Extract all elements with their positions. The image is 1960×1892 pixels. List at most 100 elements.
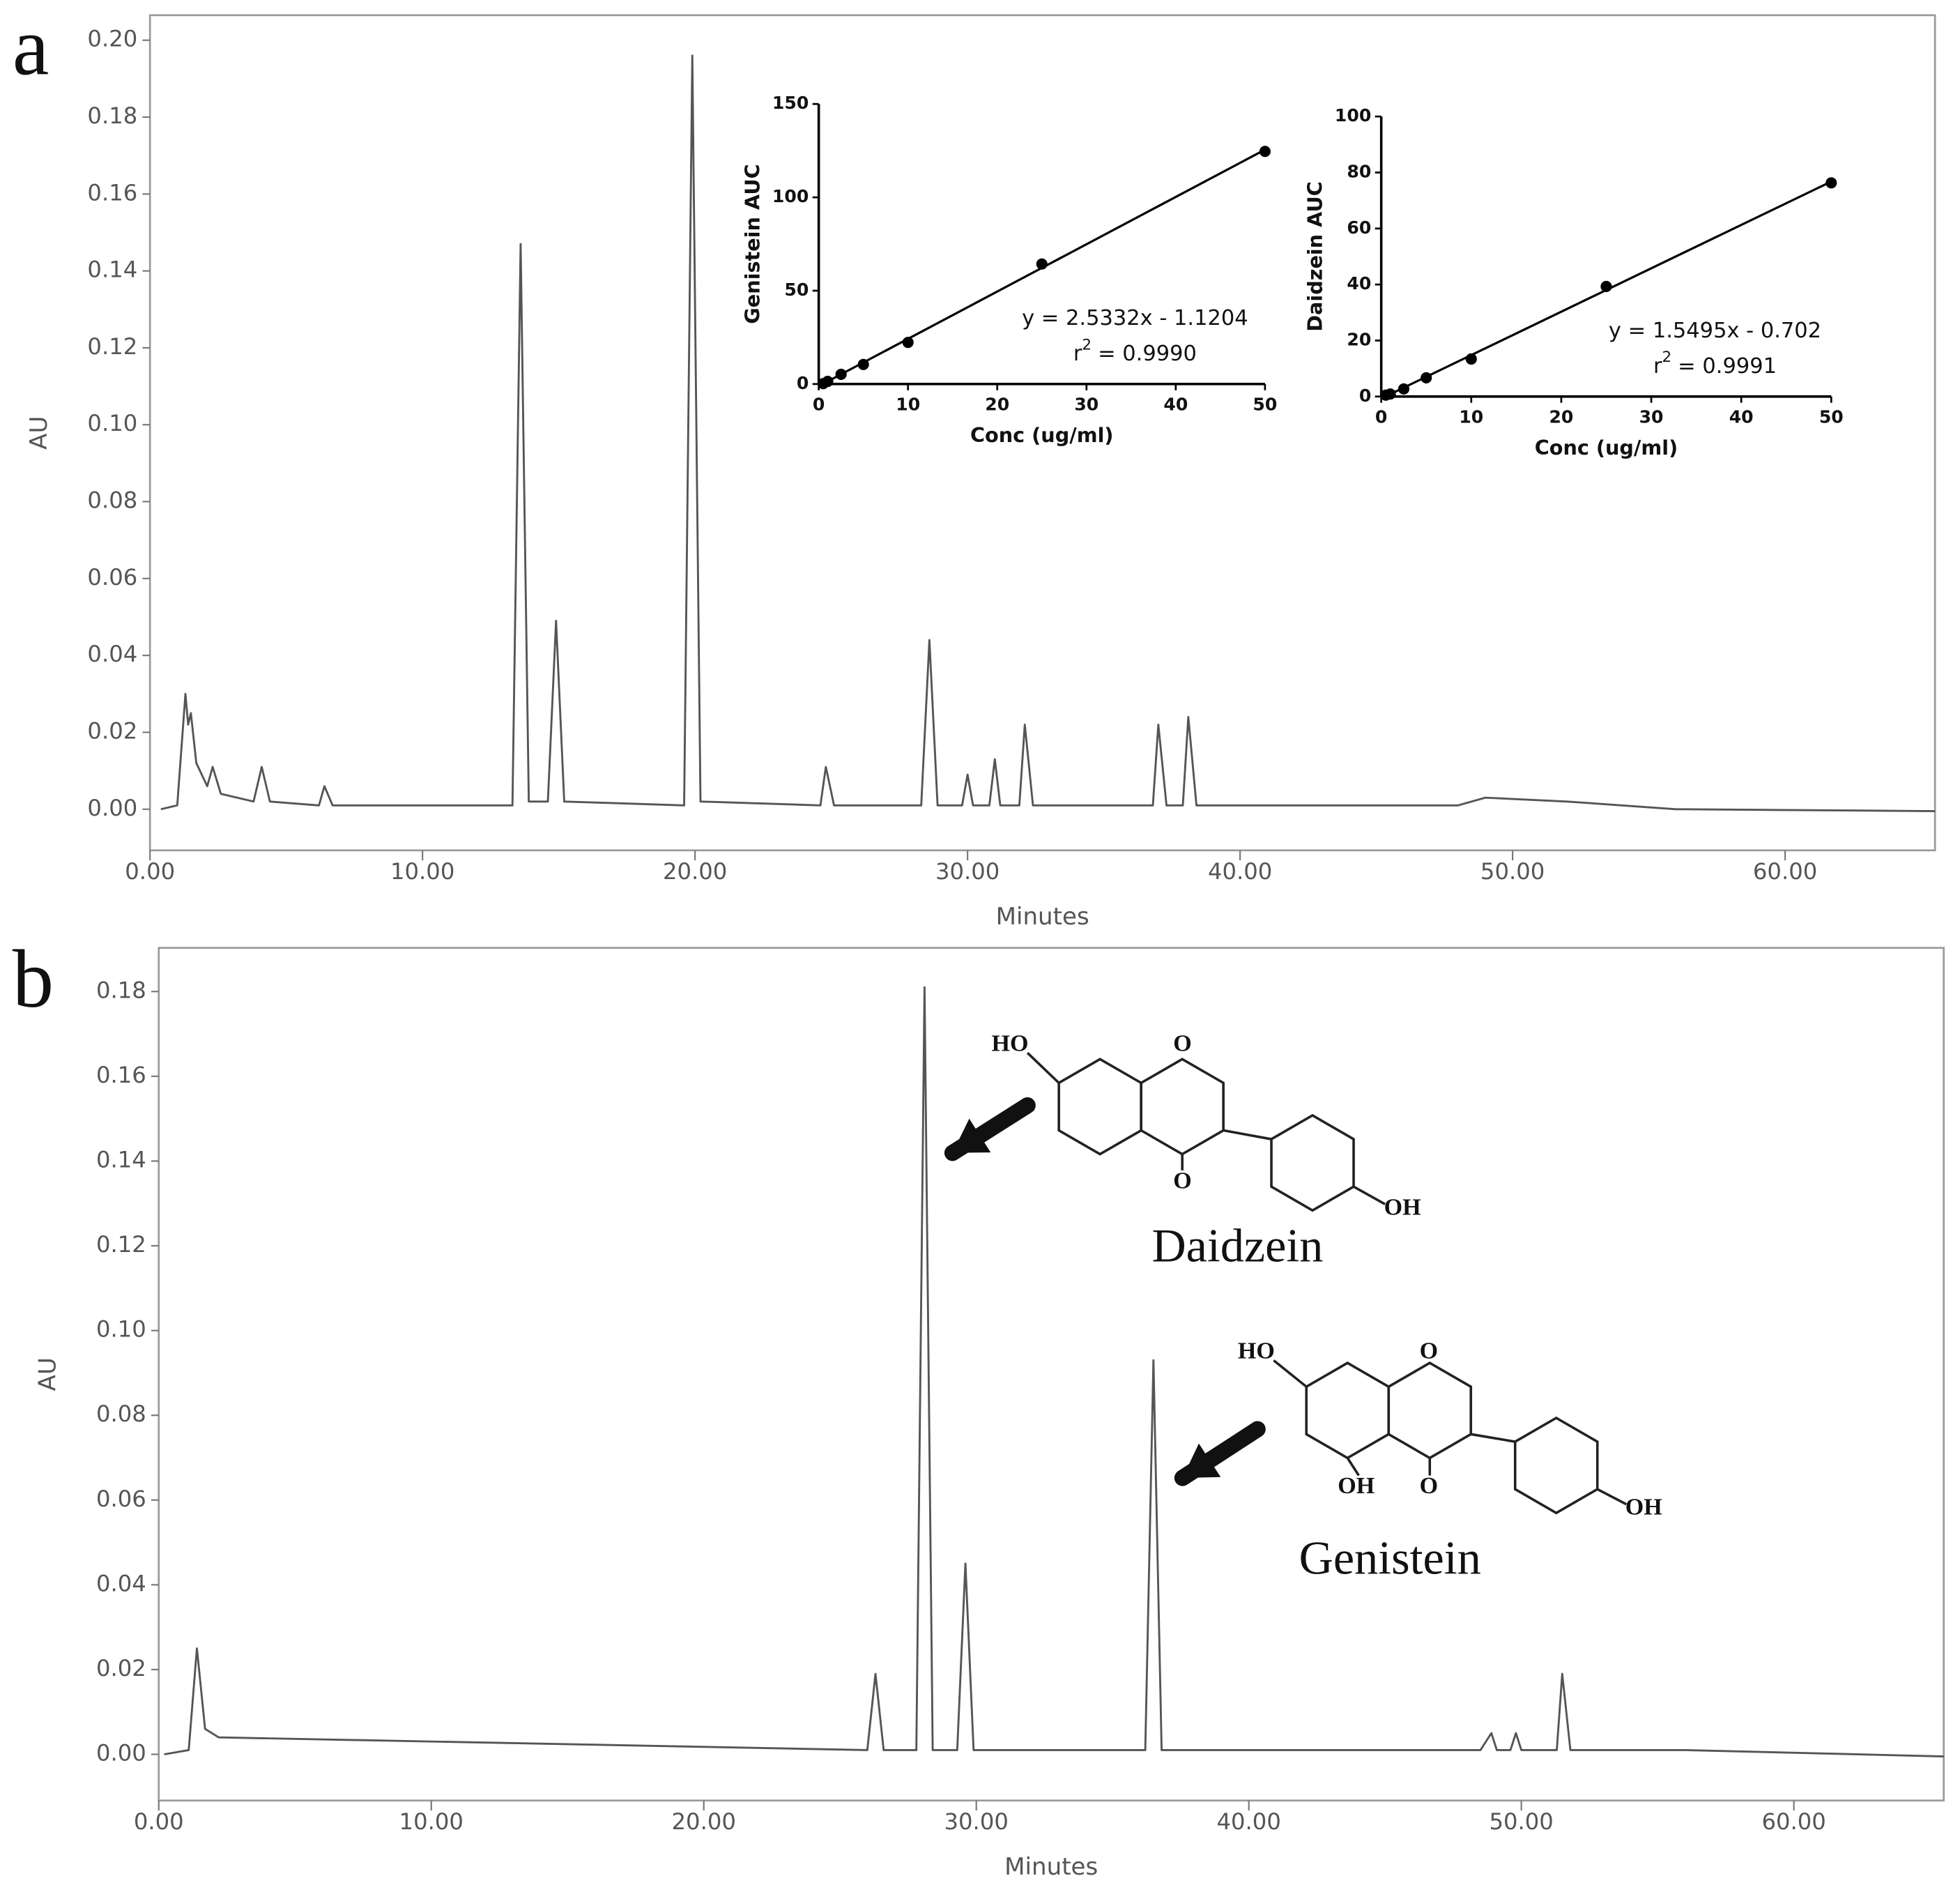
- data-point: [835, 368, 847, 381]
- y-tick-label: 100: [1335, 105, 1371, 125]
- x-axis-label: Conc (ug/ml): [970, 423, 1114, 447]
- y-tick-label: 0.12: [87, 333, 137, 360]
- x-tick-label: 10.00: [390, 858, 454, 885]
- y-tick-label: 0.00: [96, 1740, 146, 1767]
- x-tick-label: 30: [1639, 406, 1664, 427]
- y-tick-label: 100: [772, 186, 809, 206]
- ring: [1140, 1058, 1225, 1156]
- x-tick-label: 0.00: [134, 1808, 184, 1835]
- x-tick-label: 0.00: [125, 858, 175, 885]
- ring: [1305, 1361, 1391, 1460]
- x-tick-label: 60.00: [1753, 858, 1817, 885]
- data-point: [1398, 383, 1410, 395]
- x-axis-label: Conc (ug/ml): [1535, 436, 1678, 459]
- ring: [1387, 1361, 1473, 1460]
- y-tick-label: 40: [1347, 273, 1371, 293]
- y-axis-label: AU: [33, 1357, 61, 1391]
- y-tick-label: 0.14: [87, 257, 137, 283]
- data-point: [1465, 353, 1477, 365]
- data-point: [822, 376, 834, 388]
- x-tick-label: 50.00: [1480, 858, 1545, 885]
- data-point: [902, 337, 914, 349]
- bond: [1471, 1433, 1516, 1443]
- data-point: [1036, 258, 1048, 270]
- panel-label: b: [13, 933, 54, 1025]
- y-tick-label: 0.08: [96, 1401, 146, 1427]
- r-squared-value: = 0.9991: [1678, 353, 1777, 378]
- x-tick-label: 10.00: [399, 1808, 464, 1835]
- data-point: [1825, 177, 1837, 189]
- y-tick-label: 0.00: [87, 795, 137, 821]
- r-squared: r2 = 0.9991: [1653, 349, 1777, 378]
- bond: [1026, 1052, 1060, 1084]
- x-tick-label: 40.00: [1208, 858, 1272, 885]
- bond: [1596, 1488, 1627, 1506]
- x-tick-label: 30.00: [944, 1808, 1009, 1835]
- ring: [1513, 1416, 1599, 1515]
- x-axis-label: Minutes: [1004, 1853, 1098, 1881]
- panel-label: a: [13, 1, 49, 92]
- data-point: [1259, 146, 1271, 158]
- r-squared-value: = 0.9990: [1098, 341, 1197, 365]
- bond: [1223, 1129, 1272, 1140]
- y-tick-label: 50: [784, 280, 809, 300]
- data-point: [1384, 388, 1396, 400]
- y-tick-label: 150: [772, 93, 809, 113]
- y-tick-label: 0.18: [96, 977, 146, 1003]
- arrow-head: [952, 1118, 991, 1153]
- atom-label: OH: [1338, 1473, 1375, 1499]
- y-tick-label: 0.04: [87, 641, 137, 667]
- atom-label: O: [1173, 1168, 1192, 1194]
- bond: [1346, 1457, 1360, 1477]
- x-tick-label: 50.00: [1489, 1808, 1553, 1835]
- y-tick-label: 60: [1347, 218, 1371, 238]
- x-tick-label: 60.00: [1761, 1808, 1825, 1835]
- y-tick-label: 0.04: [96, 1570, 146, 1596]
- x-tick-label: 30: [1074, 394, 1098, 414]
- atom-label: O: [1173, 1030, 1192, 1056]
- r-squared-exponent: 2: [1082, 336, 1092, 353]
- bond: [1273, 1359, 1308, 1388]
- y-tick-label: 0.20: [87, 26, 137, 52]
- r-squared-base: r: [1653, 353, 1662, 378]
- y-tick-label: 0.16: [87, 179, 137, 206]
- y-tick-label: 0: [797, 373, 809, 393]
- x-tick-label: 40: [1729, 406, 1754, 427]
- x-tick-label: 50: [1253, 394, 1277, 414]
- x-tick-label: 20: [985, 394, 1009, 414]
- compound-name: Daidzein: [1151, 1219, 1323, 1272]
- plot-frame: [158, 947, 1945, 1802]
- y-tick-label: 0.12: [96, 1231, 146, 1258]
- y-tick-label: 0.02: [87, 717, 137, 744]
- r-squared-exponent: 2: [1662, 349, 1672, 366]
- x-tick-label: 20: [1549, 406, 1573, 427]
- plot-frame: [148, 14, 1936, 852]
- y-tick-label: 0.06: [87, 564, 137, 590]
- y-tick-label: 0.02: [96, 1655, 146, 1681]
- x-tick-label: 50: [1819, 406, 1844, 427]
- atom-label: O: [1420, 1338, 1438, 1364]
- atom-label: HO: [992, 1030, 1029, 1056]
- y-tick-label: 0.10: [87, 410, 137, 436]
- x-tick-label: 20.00: [672, 1808, 736, 1835]
- equation: y = 1.5495x - 0.702: [1609, 319, 1821, 343]
- y-tick-label: 0.14: [96, 1146, 146, 1173]
- y-tick-label: 20: [1347, 329, 1371, 349]
- y-tick-label: 0.18: [87, 102, 137, 129]
- data-point: [1421, 372, 1432, 383]
- y-tick-label: 0.06: [96, 1486, 146, 1512]
- y-axis-label: AU: [25, 416, 53, 450]
- y-axis-label: Genistein AUC: [740, 164, 764, 323]
- y-tick-label: 0.08: [87, 487, 137, 514]
- y-tick-label: 0: [1359, 386, 1371, 406]
- r-squared-base: r: [1073, 341, 1082, 365]
- chromatogram-line: [160, 54, 1936, 812]
- y-tick-label: 80: [1347, 161, 1371, 181]
- atom-label: OH: [1384, 1194, 1421, 1220]
- atom-label: HO: [1238, 1338, 1275, 1364]
- atom-label: OH: [1625, 1495, 1662, 1520]
- x-tick-label: 10: [896, 394, 920, 414]
- compound-name: Genistein: [1299, 1532, 1481, 1585]
- ring: [1057, 1058, 1142, 1156]
